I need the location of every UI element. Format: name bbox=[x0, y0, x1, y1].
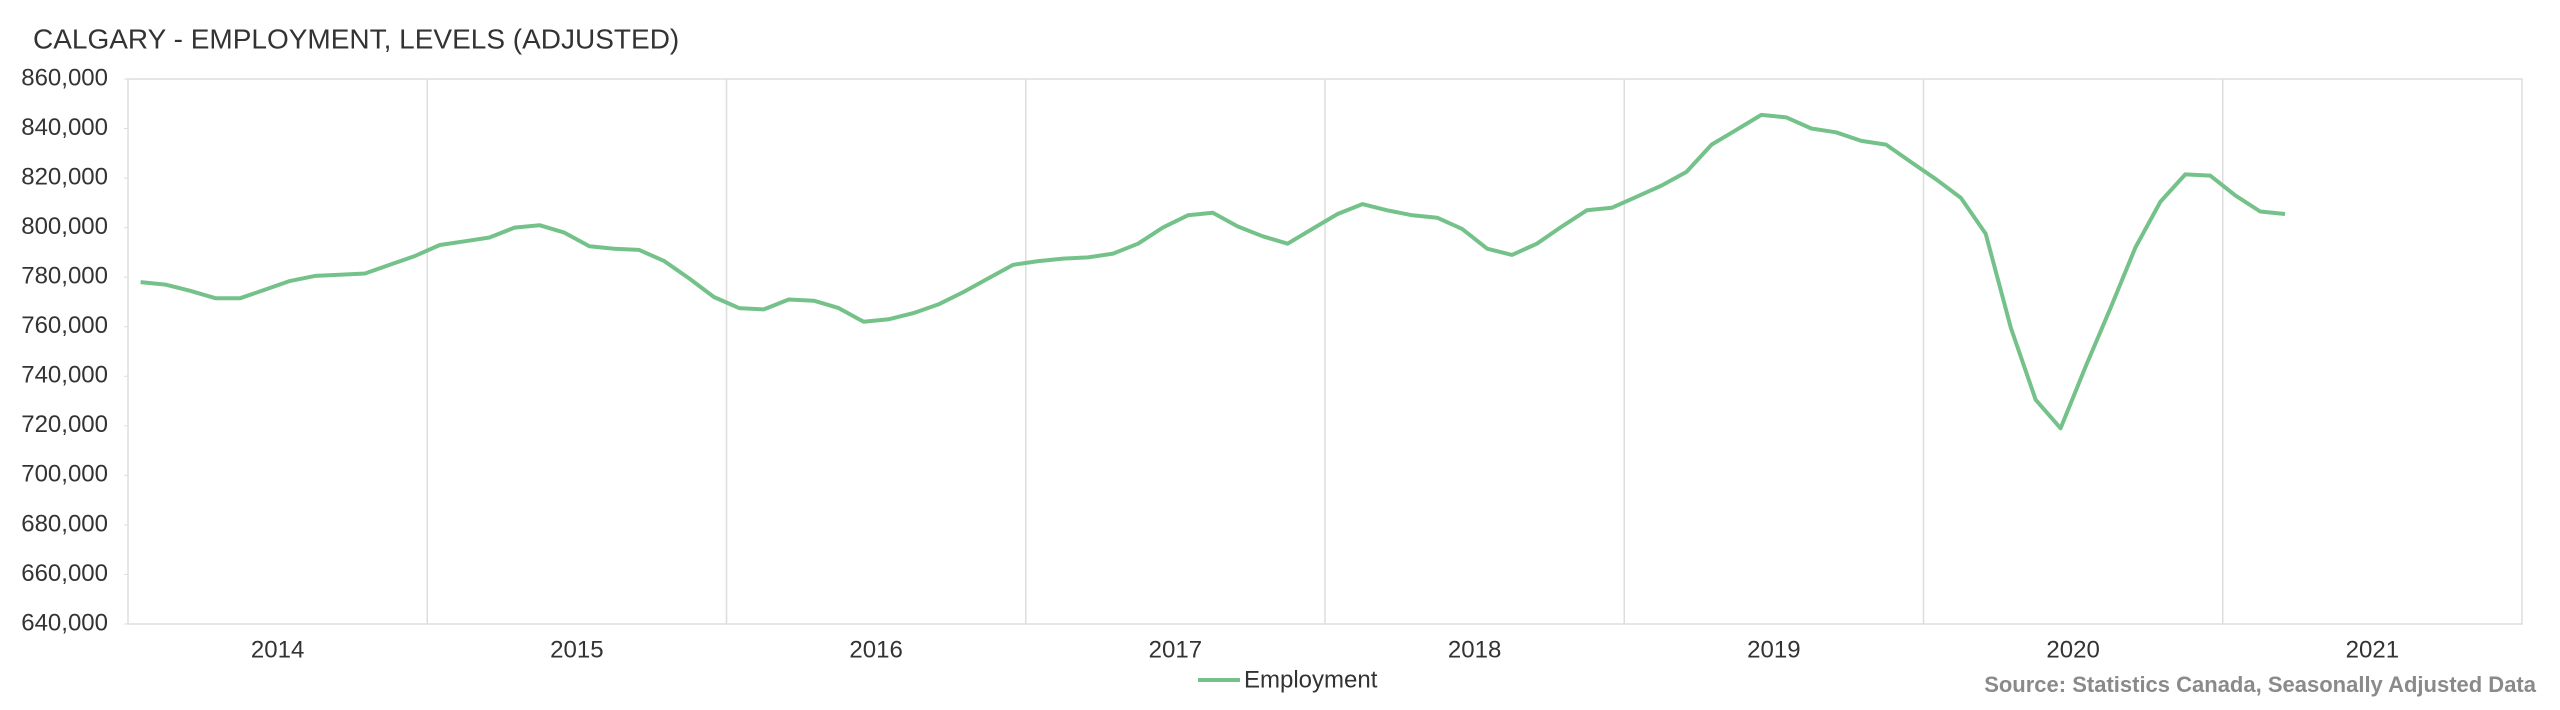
x-tick-label: 2019 bbox=[1747, 636, 1800, 663]
y-tick-label: 660,000 bbox=[21, 560, 108, 587]
x-tick-label: 2017 bbox=[1149, 636, 1202, 663]
source-note: Source: Statistics Canada, Seasonally Ad… bbox=[1984, 672, 2537, 697]
y-tick-label: 840,000 bbox=[21, 114, 108, 141]
legend-label: Employment bbox=[1244, 666, 1378, 693]
y-tick-label: 820,000 bbox=[21, 163, 108, 190]
y-tick-label: 780,000 bbox=[21, 263, 108, 290]
x-tick-label: 2021 bbox=[2346, 636, 2399, 663]
line-series bbox=[140, 112, 2286, 431]
y-tick-label: 680,000 bbox=[21, 510, 108, 537]
y-tick-label: 800,000 bbox=[21, 213, 108, 240]
y-tick-label: 640,000 bbox=[21, 609, 108, 636]
x-tick-label: 2016 bbox=[849, 636, 902, 663]
x-tick-label: 2015 bbox=[550, 636, 603, 663]
y-tick-label: 860,000 bbox=[21, 64, 108, 91]
y-tick-label: 700,000 bbox=[21, 461, 108, 488]
y-tick-label: 740,000 bbox=[21, 362, 108, 389]
y-tick-label: 760,000 bbox=[21, 312, 108, 339]
y-tick-label: 720,000 bbox=[21, 411, 108, 438]
x-tick-label: 2020 bbox=[2046, 636, 2099, 663]
x-tick-label: 2014 bbox=[251, 636, 304, 663]
x-tick-label: 2018 bbox=[1448, 636, 1501, 663]
chart-title: CALGARY - EMPLOYMENT, LEVELS (ADJUSTED) bbox=[33, 23, 679, 54]
